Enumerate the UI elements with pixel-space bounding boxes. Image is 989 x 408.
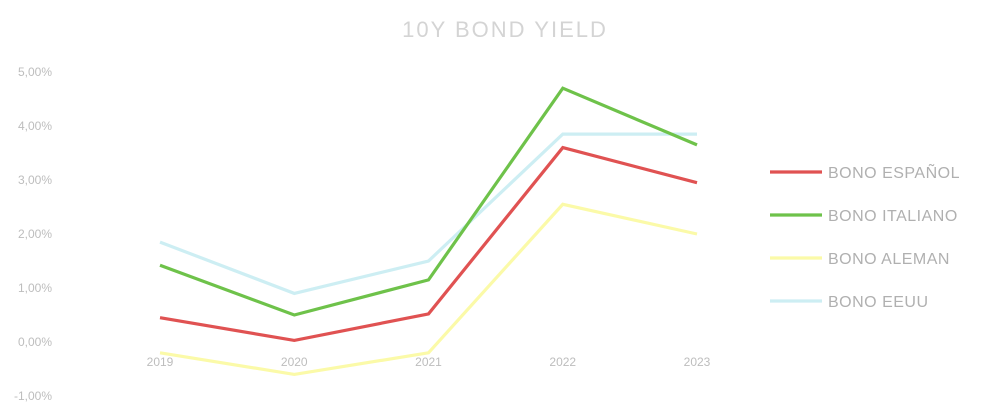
legend-label: BONO EEUU: [828, 294, 929, 311]
series-line: [160, 204, 697, 374]
chart-title: 10Y BOND YIELD: [402, 17, 608, 42]
legend: BONO ESPAÑOL BONO ITALIANO BONO ALEMAN BONO…: [770, 162, 960, 311]
x-axis-ticks: 2019 2020 2021 2022 2023: [147, 355, 711, 369]
y-axis-ticks: -1,00% 0,00% 1,00% 2,00% 3,00% 4,00% 5,00%: [14, 65, 52, 403]
legend-label: BONO ESPAÑOL: [828, 162, 960, 182]
y-tick-label: 0,00%: [18, 335, 52, 349]
legend-label: BONO ITALIANO: [828, 208, 958, 225]
series-line: [160, 134, 697, 293]
y-tick-label: 5,00%: [18, 65, 52, 79]
x-tick-label: 2019: [147, 355, 174, 369]
series-lines: [160, 88, 697, 374]
series-line: [160, 88, 697, 315]
y-tick-label: 3,00%: [18, 173, 52, 187]
y-tick-label: 1,00%: [18, 281, 52, 295]
x-tick-label: 2021: [415, 355, 442, 369]
y-tick-label: 2,00%: [18, 227, 52, 241]
series-line: [160, 148, 697, 341]
x-tick-label: 2022: [549, 355, 576, 369]
x-tick-label: 2023: [684, 355, 711, 369]
x-tick-label: 2020: [281, 355, 308, 369]
y-tick-label: -1,00%: [14, 389, 52, 403]
legend-label: BONO ALEMAN: [828, 251, 950, 268]
y-tick-label: 4,00%: [18, 119, 52, 133]
